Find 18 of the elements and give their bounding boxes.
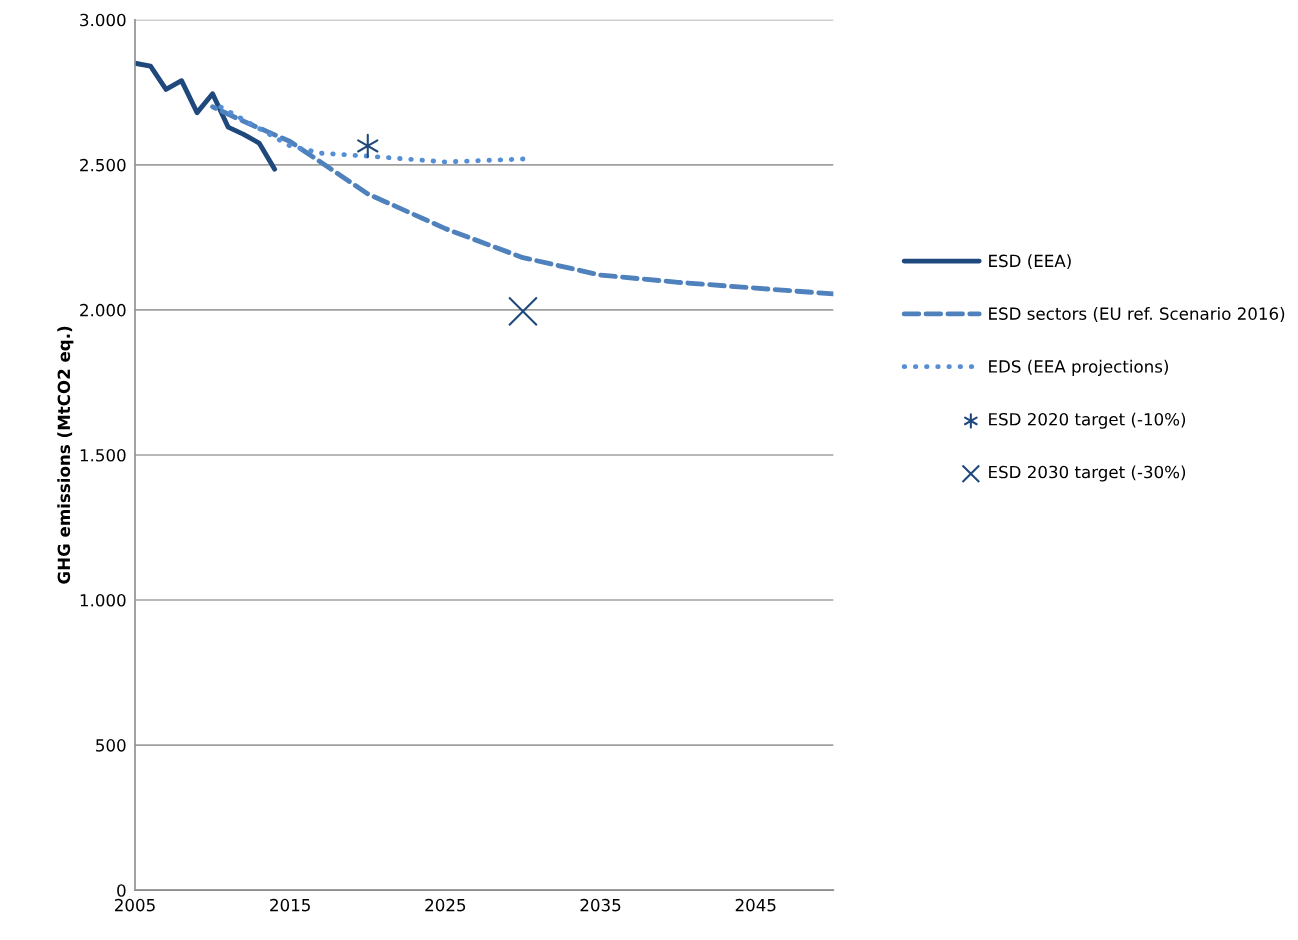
y-tick-label: 500 [96,739,126,752]
legend-label: ESD sectors (EU ref. Scenario 2016) [989,307,1285,322]
x-tick-label: 2045 [735,898,776,912]
y-tick-label: 1.000 [80,594,126,607]
x-tick-label: 2015 [270,898,310,912]
y-tick-label: 2.500 [80,158,126,172]
x-tick-label: 2035 [580,898,621,912]
y-tick-label: 0 [117,884,126,897]
x-tick-label: 2005 [115,898,155,912]
legend-label: ESD 2030 target (-30%) [989,465,1186,482]
x-tick-label: 2025 [425,898,466,912]
y-tick-label: 3.000 [80,13,126,27]
legend-label: ESD 2020 target (-10%) [989,412,1186,429]
y-tick-label: 1.500 [80,448,126,462]
legend-label: ESD (EEA) [989,254,1071,270]
legend-label: EDS (EEA projections) [989,359,1168,376]
y-axis-title: GHG emissions (MtCO2 eq.) [57,326,74,584]
y-tick-label: 2.000 [80,303,126,317]
